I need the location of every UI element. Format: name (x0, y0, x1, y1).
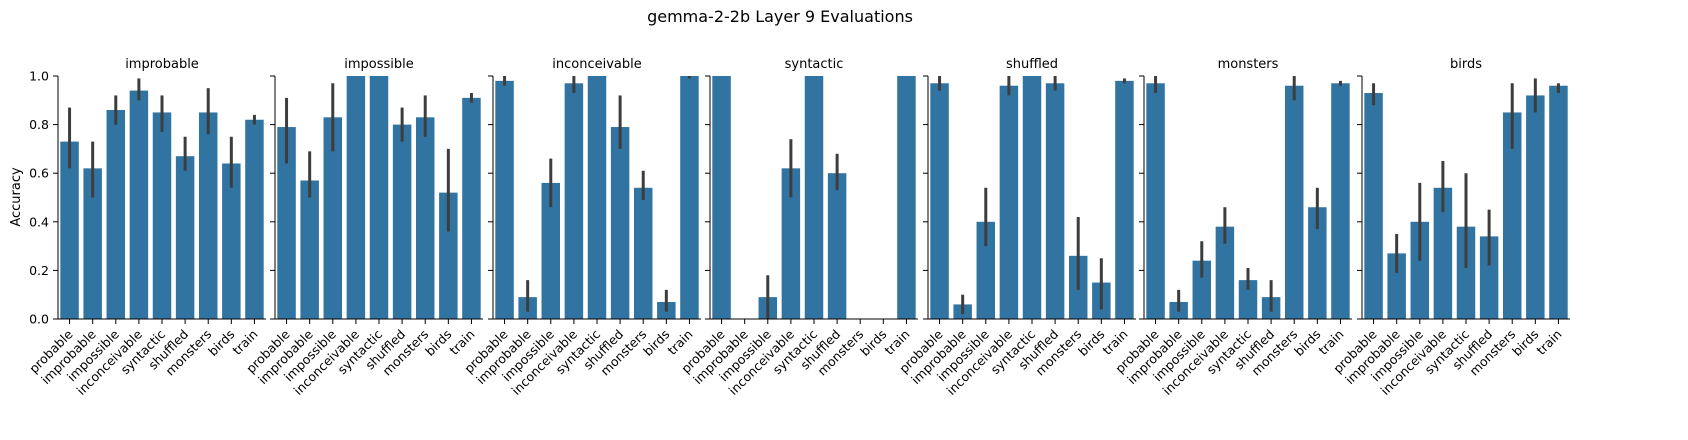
bar-impossible (541, 182, 561, 319)
bar-syntactic (1238, 280, 1258, 319)
bar-probable (60, 141, 79, 319)
bar-monsters (1284, 85, 1304, 319)
panel-impossible: impossibleprobableimprobableimpossiblein… (243, 57, 483, 398)
bar-birds (1308, 207, 1327, 319)
bar-shuffled (610, 127, 630, 319)
bar-probable (1146, 83, 1165, 319)
bar-syntactic (1456, 226, 1476, 319)
panel-title: improbable (125, 57, 199, 72)
panel-monsters: monstersprobableimprobableimpossibleinco… (1112, 57, 1352, 398)
panel-shuffled: shuffledprobableimprobableimpossibleinco… (896, 57, 1136, 398)
bar-train (1549, 85, 1568, 319)
bar-probable (930, 83, 949, 319)
bar-shuffled (392, 124, 412, 319)
bar-probable (277, 127, 296, 319)
x-tick-label: train (1533, 327, 1564, 358)
bar-syntactic (1022, 76, 1042, 319)
bar-train (1331, 83, 1350, 319)
bar-inconceivable (564, 83, 584, 319)
bar-inconceivable (781, 168, 801, 319)
bar-shuffled (1045, 83, 1065, 319)
bar-monsters (198, 112, 218, 319)
bar-monsters (415, 117, 435, 319)
bar-monsters (1502, 112, 1522, 319)
bar-inconceivable (346, 76, 366, 319)
y-axis-label: Accuracy (9, 167, 24, 227)
bar-syntactic (804, 76, 824, 319)
bar-shuffled (175, 156, 195, 319)
bar-train (897, 76, 916, 319)
panel-title: shuffled (1006, 57, 1058, 72)
bar-birds (1526, 95, 1545, 319)
y-tick-label: 0.6 (29, 166, 49, 181)
bar-shuffled (1479, 236, 1499, 319)
bar-train (680, 76, 699, 319)
panel-title: birds (1450, 57, 1482, 72)
bar-monsters (633, 187, 653, 319)
bar-shuffled (827, 173, 847, 319)
bar-improbable (83, 168, 102, 319)
panel-title: inconceivable (552, 57, 641, 72)
bar-syntactic (587, 76, 607, 319)
bar-inconceivable (999, 85, 1019, 319)
y-tick-label: 0.8 (29, 117, 49, 132)
bar-probable (495, 80, 514, 319)
bar-impossible (976, 221, 996, 319)
bar-improbable (300, 180, 319, 319)
bar-impossible (1192, 260, 1212, 319)
panel-improbable: improbable0.00.20.40.60.81.0probableimpr… (26, 57, 266, 398)
y-tick-label: 0.2 (29, 263, 49, 278)
bar-inconceivable (1433, 187, 1453, 319)
bar-birds (222, 163, 241, 319)
y-tick-label: 0.4 (29, 214, 49, 229)
panel-syntactic: syntacticprobableimprobableimpossibleinc… (678, 57, 918, 398)
bar-probable (1364, 93, 1383, 319)
y-axis-label-group: Accuracy (9, 167, 24, 227)
bar-syntactic (369, 76, 389, 319)
panel-birds: birdsprobableimprobableimpossibleinconce… (1330, 57, 1570, 398)
bar-impossible (106, 110, 126, 320)
bar-probable (712, 76, 731, 319)
panel-title: impossible (344, 57, 414, 72)
bar-impossible (323, 117, 343, 319)
bar-train (245, 119, 264, 320)
bar-train (462, 97, 481, 320)
bar-birds (439, 192, 458, 319)
y-tick-label: 0.0 (29, 312, 49, 327)
bar-improbable (1387, 253, 1406, 319)
panel-title: monsters (1218, 57, 1279, 72)
bar-inconceivable (1215, 226, 1235, 319)
panel-title: syntactic (785, 57, 844, 72)
bar-inconceivable (129, 90, 149, 319)
y-tick-label: 1.0 (29, 69, 49, 84)
panels: improbable0.00.20.40.60.81.0probableimpr… (26, 57, 1570, 398)
bar-impossible (1410, 221, 1430, 319)
bar-syntactic (152, 112, 172, 319)
figure-title: gemma-2-2b Layer 9 Evaluations (647, 7, 913, 26)
panel-inconceivable: inconceivableprobableimprobableimpossibl… (461, 57, 701, 398)
bar-train (1115, 80, 1134, 319)
